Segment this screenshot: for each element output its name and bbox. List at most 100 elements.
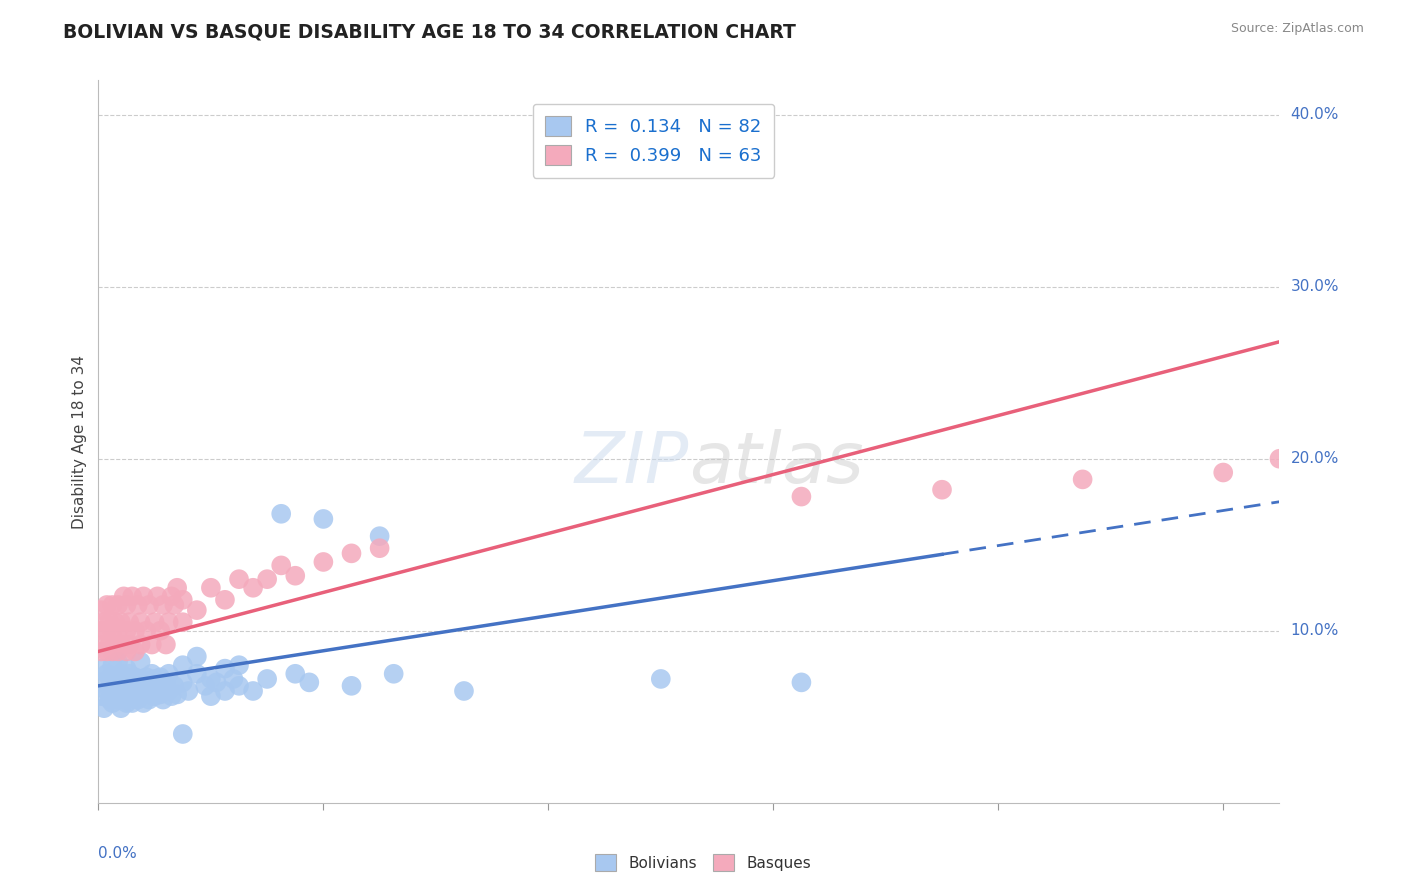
Point bbox=[172, 675, 194, 690]
Point bbox=[121, 696, 143, 710]
Point bbox=[160, 689, 183, 703]
Point bbox=[194, 679, 217, 693]
Point bbox=[172, 592, 194, 607]
Point bbox=[115, 679, 138, 693]
Point bbox=[115, 598, 138, 612]
Point bbox=[146, 590, 169, 604]
Point bbox=[177, 684, 200, 698]
Point bbox=[124, 670, 146, 684]
Point bbox=[127, 692, 149, 706]
Point bbox=[163, 598, 186, 612]
Point bbox=[124, 624, 146, 638]
Point bbox=[96, 666, 118, 681]
Point bbox=[115, 624, 138, 638]
Point bbox=[186, 666, 208, 681]
Point bbox=[141, 638, 163, 652]
Point bbox=[650, 672, 672, 686]
Point bbox=[312, 512, 335, 526]
Point bbox=[228, 572, 250, 586]
Text: Source: ZipAtlas.com: Source: ZipAtlas.com bbox=[1230, 22, 1364, 36]
Point bbox=[129, 615, 152, 630]
Point bbox=[312, 555, 335, 569]
Point bbox=[242, 684, 264, 698]
Point bbox=[121, 590, 143, 604]
Text: 40.0%: 40.0% bbox=[1291, 107, 1339, 122]
Point bbox=[90, 624, 112, 638]
Point bbox=[141, 666, 163, 681]
Point bbox=[96, 684, 118, 698]
Point bbox=[284, 666, 307, 681]
Point bbox=[152, 598, 174, 612]
Point bbox=[101, 696, 124, 710]
Point bbox=[931, 483, 953, 497]
Point bbox=[101, 679, 124, 693]
Point bbox=[149, 624, 172, 638]
Point bbox=[132, 590, 155, 604]
Point bbox=[115, 662, 138, 676]
Point bbox=[382, 666, 405, 681]
Point bbox=[129, 638, 152, 652]
Point bbox=[98, 615, 121, 630]
Point bbox=[138, 692, 160, 706]
Point bbox=[340, 546, 363, 560]
Point bbox=[200, 581, 222, 595]
Point bbox=[166, 581, 188, 595]
Point bbox=[101, 598, 124, 612]
Point bbox=[101, 658, 124, 673]
Point bbox=[104, 615, 127, 630]
Point bbox=[790, 675, 813, 690]
Point bbox=[118, 666, 141, 681]
Point bbox=[222, 672, 245, 686]
Point bbox=[96, 644, 118, 658]
Point bbox=[98, 638, 121, 652]
Text: ZIP: ZIP bbox=[575, 429, 689, 498]
Point bbox=[115, 696, 138, 710]
Legend: Bolivians, Basques: Bolivians, Basques bbox=[589, 848, 817, 877]
Point bbox=[214, 592, 236, 607]
Point bbox=[124, 687, 146, 701]
Point bbox=[112, 672, 135, 686]
Text: 10.0%: 10.0% bbox=[1291, 624, 1339, 639]
Point bbox=[104, 686, 127, 700]
Point bbox=[98, 672, 121, 686]
Point bbox=[96, 624, 118, 638]
Point bbox=[118, 638, 141, 652]
Point bbox=[138, 598, 160, 612]
Point bbox=[256, 572, 278, 586]
Text: BOLIVIAN VS BASQUE DISABILITY AGE 18 TO 34 CORRELATION CHART: BOLIVIAN VS BASQUE DISABILITY AGE 18 TO … bbox=[63, 22, 796, 41]
Point bbox=[110, 638, 132, 652]
Point bbox=[228, 658, 250, 673]
Point bbox=[127, 675, 149, 690]
Point bbox=[129, 655, 152, 669]
Point bbox=[1268, 451, 1291, 466]
Point bbox=[110, 615, 132, 630]
Point bbox=[368, 529, 391, 543]
Point bbox=[96, 598, 118, 612]
Point bbox=[93, 615, 115, 630]
Point bbox=[155, 638, 177, 652]
Point bbox=[172, 727, 194, 741]
Point bbox=[270, 507, 292, 521]
Point bbox=[118, 615, 141, 630]
Point bbox=[790, 490, 813, 504]
Point bbox=[157, 666, 180, 681]
Point bbox=[340, 679, 363, 693]
Point bbox=[129, 672, 152, 686]
Point bbox=[242, 581, 264, 595]
Point bbox=[107, 675, 129, 690]
Point bbox=[270, 558, 292, 573]
Point bbox=[101, 624, 124, 638]
Point bbox=[368, 541, 391, 556]
Point bbox=[115, 644, 138, 658]
Point bbox=[110, 701, 132, 715]
Point bbox=[256, 672, 278, 686]
Point bbox=[129, 689, 152, 703]
Y-axis label: Disability Age 18 to 34: Disability Age 18 to 34 bbox=[72, 354, 87, 529]
Point bbox=[143, 689, 166, 703]
Point bbox=[214, 684, 236, 698]
Point bbox=[93, 638, 115, 652]
Point bbox=[166, 687, 188, 701]
Point bbox=[112, 590, 135, 604]
Point bbox=[132, 696, 155, 710]
Point bbox=[172, 658, 194, 673]
